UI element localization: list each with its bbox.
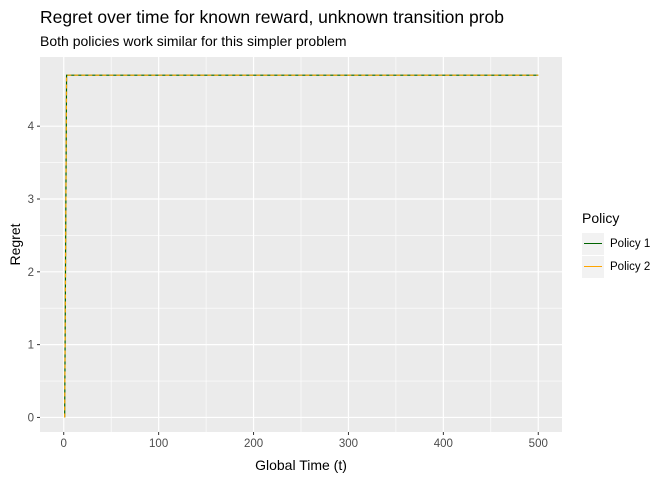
x-tick-label: 0	[61, 438, 67, 450]
x-axis-title: Global Time (t)	[255, 457, 347, 473]
legend-key-policy-2	[582, 255, 604, 278]
y-tick-label: 2	[28, 267, 34, 279]
x-tick-label: 100	[149, 438, 168, 450]
legend: Policy Policy 1 Policy 2	[582, 210, 650, 278]
y-tick-label: 3	[28, 194, 34, 206]
chart-title: Regret over time for known reward, unkno…	[40, 7, 504, 27]
x-tick-label: 200	[244, 438, 263, 450]
x-tick-label: 500	[529, 438, 548, 450]
legend-title: Policy	[582, 210, 620, 226]
x-tick-label: 400	[434, 438, 453, 450]
y-axis-title: Regret	[7, 223, 23, 265]
y-tick-label: 1	[28, 340, 34, 352]
legend-item-policy-2: Policy 2	[582, 255, 650, 278]
y-tick-label: 4	[28, 121, 35, 133]
legend-item-policy-1: Policy 1	[582, 232, 650, 255]
series-line-policy-2	[64, 74, 539, 418]
legend-label-policy-1: Policy 1	[610, 237, 651, 250]
legend-label-policy-2: Policy 2	[610, 260, 651, 273]
y-tick-label: 0	[28, 412, 34, 424]
legend-key-policy-1	[582, 232, 604, 255]
chart-subtitle: Both policies work similar for this simp…	[40, 33, 347, 49]
x-tick-label: 300	[339, 438, 358, 450]
